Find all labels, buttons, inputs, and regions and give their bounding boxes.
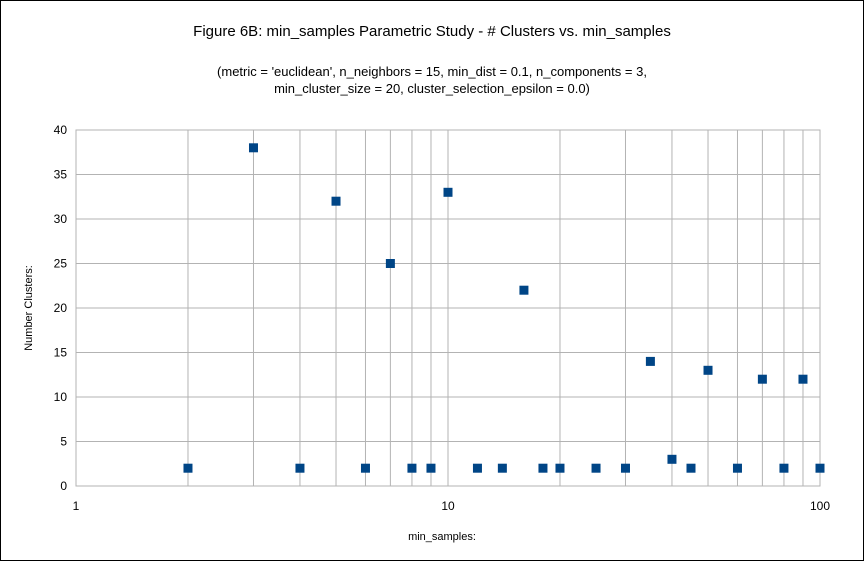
data-point [183,463,193,473]
plot-border [75,129,821,487]
data-point [757,374,767,384]
tick-labels: 0 5 10 15 20 25 30 35 40 1 10 100 [54,123,831,513]
data-point [732,463,742,473]
y-tick-label: 25 [54,257,68,271]
y-tick-label: 15 [54,346,68,360]
data-point [620,463,630,473]
data-point [591,463,601,473]
data-point [798,374,808,384]
y-tick-label: 30 [54,212,68,226]
data-point [443,187,453,197]
x-axis-label: min_samples: [408,531,476,543]
chart-subtitle-line-1: (metric = 'euclidean', n_neighbors = 15,… [217,64,647,79]
data-point [497,463,507,473]
data-point [407,463,417,473]
y-tick-label: 10 [54,390,68,404]
data-point [538,463,548,473]
y-tick-label: 20 [54,301,68,315]
data-point [815,463,825,473]
plot-area-border [75,129,821,487]
data-point [472,463,482,473]
x-tick-label: 10 [441,499,455,513]
data-point [779,463,789,473]
data-point [248,143,258,153]
data-point [645,356,655,366]
y-tick-label: 40 [54,123,68,137]
data-point [385,259,395,268]
chart-title: Figure 6B: min_samples Parametric Study … [193,23,671,40]
data-point [686,463,696,473]
y-tick-label: 35 [54,168,68,182]
data-points [183,143,825,473]
y-tick-label: 0 [60,479,67,493]
x-tick-label: 1 [73,499,80,513]
data-point [703,365,713,375]
y-tick-label: 5 [60,435,67,449]
data-point [519,285,529,295]
grid-lines [76,129,820,487]
data-point [360,463,370,473]
data-point [295,463,305,473]
data-point [667,454,677,464]
data-point [555,463,565,473]
y-axis-label: Number Clusters: [23,265,35,351]
chart-subtitle-line-2: min_cluster_size = 20, cluster_selection… [274,81,590,96]
data-point [426,463,436,473]
x-tick-label: 100 [810,499,830,513]
data-point [331,196,341,206]
